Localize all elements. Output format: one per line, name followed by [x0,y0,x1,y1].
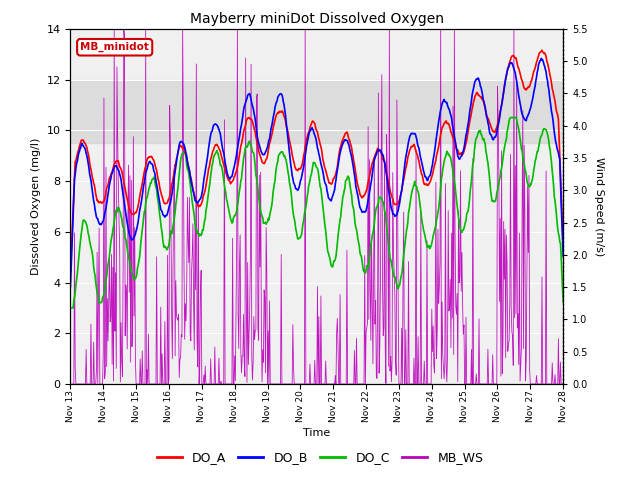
Line: DO_A: DO_A [70,50,563,272]
Text: MB_minidot: MB_minidot [80,42,149,52]
Title: Mayberry miniDot Dissolved Oxygen: Mayberry miniDot Dissolved Oxygen [190,12,444,26]
Line: DO_B: DO_B [70,59,563,288]
Line: MB_WS: MB_WS [70,29,563,384]
Legend: DO_A, DO_B, DO_C, MB_WS: DO_A, DO_B, DO_C, MB_WS [152,446,488,469]
Y-axis label: Wind Speed (m/s): Wind Speed (m/s) [595,157,604,256]
Y-axis label: Dissolved Oxygen (mg/l): Dissolved Oxygen (mg/l) [31,138,41,275]
X-axis label: Time: Time [303,428,330,438]
Bar [70,80,563,143]
Line: DO_C: DO_C [70,118,563,308]
